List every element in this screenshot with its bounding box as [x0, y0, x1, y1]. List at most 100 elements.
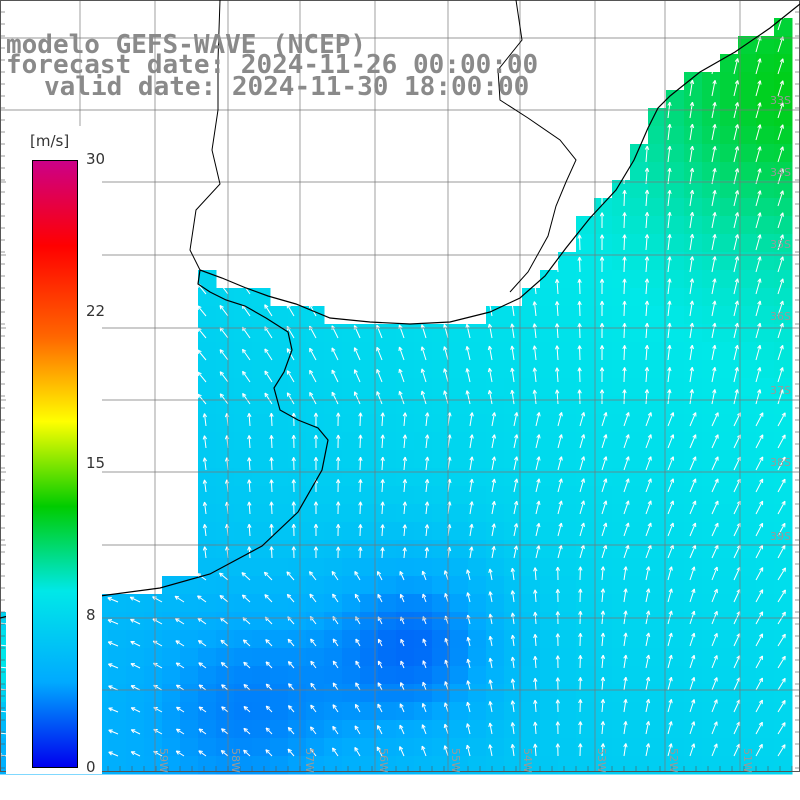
- wind-speed-cell: [234, 576, 253, 595]
- wind-speed-cell: [558, 414, 577, 433]
- wind-arrow: [689, 632, 696, 647]
- wind-arrow: [399, 593, 405, 603]
- wind-arrow: [291, 546, 296, 559]
- wind-arrow: [197, 595, 207, 603]
- wind-arrow: [269, 501, 274, 515]
- wind-arrow: [243, 706, 251, 713]
- wind-speed-cell: [270, 306, 289, 325]
- wind-speed-cell: [612, 378, 631, 397]
- wind-arrow: [219, 282, 229, 295]
- wind-speed-cell: [720, 666, 739, 685]
- wind-speed-cell: [414, 720, 433, 739]
- wind-speed-cell: [486, 738, 505, 757]
- wind-speed-cell: [270, 558, 289, 577]
- wind-speed-cell: [756, 36, 775, 55]
- wind-speed-cell: [342, 630, 361, 649]
- coastline: [0, 0, 800, 619]
- wind-arrow: [269, 523, 274, 537]
- wind-speed-cell: [612, 180, 631, 199]
- wind-speed-cell: [234, 450, 253, 469]
- wind-arrow: [469, 434, 474, 449]
- wind-arrow: [331, 347, 339, 361]
- wind-arrow: [491, 546, 496, 559]
- wind-speed-cell: [324, 378, 343, 397]
- wind-speed-cell: [396, 612, 415, 631]
- wind-speed-cell: [162, 720, 181, 739]
- wind-speed-cell: [738, 378, 757, 397]
- wind-speed-cell: [630, 324, 649, 343]
- wind-speed-cell: [522, 414, 541, 433]
- wind-arrow: [733, 168, 740, 185]
- wind-speed-cell: [612, 720, 631, 739]
- wind-arrow: [689, 743, 696, 757]
- wind-arrow: [376, 346, 383, 361]
- wind-arrow: [555, 345, 560, 361]
- wind-arrow: [755, 168, 762, 185]
- wind-speed-cell: [612, 252, 631, 271]
- wind-arrow: [689, 412, 697, 427]
- wind-speed-cell: [450, 576, 469, 595]
- wind-arrow: [555, 389, 560, 405]
- wind-speed-cell: [720, 306, 739, 325]
- wind-arrow: [555, 677, 560, 691]
- wind-speed-cell: [414, 612, 433, 631]
- wind-arrow: [601, 544, 608, 559]
- wind-speed-cell: [450, 522, 469, 541]
- wind-speed-cell: [558, 504, 577, 523]
- wind-arrow: [269, 546, 274, 559]
- wind-speed-cell: [306, 486, 325, 505]
- wind-speed-cell: [648, 468, 667, 487]
- wind-speed-cell: [648, 108, 667, 127]
- wind-arrow: [491, 434, 497, 449]
- wind-speed-cell: [576, 612, 595, 631]
- wind-arrow: [777, 300, 784, 317]
- wind-speed-cell: [630, 522, 649, 541]
- wind-speed-cell: [576, 378, 595, 397]
- wind-speed-cell: [504, 306, 523, 325]
- wind-speed-cell: [216, 288, 235, 307]
- wind-arrow: [777, 655, 786, 669]
- wind-speed-cell: [522, 468, 541, 487]
- wind-speed-cell: [594, 504, 613, 523]
- wind-arrow: [689, 211, 695, 229]
- wind-speed-cell: [252, 324, 271, 343]
- wind-speed-cell: [648, 144, 667, 163]
- wind-arrow: [733, 256, 740, 273]
- wind-arrow: [399, 570, 405, 581]
- wind-speed-cell: [306, 342, 325, 361]
- wind-speed-cell: [252, 576, 271, 595]
- wind-speed-cell: [702, 612, 721, 631]
- wind-speed-cell: [630, 720, 649, 739]
- wind-arrow: [197, 371, 207, 383]
- wind-speed-cell: [522, 684, 541, 703]
- wind-speed-cell: [684, 144, 703, 163]
- wind-arrow: [711, 212, 717, 229]
- wind-arrow: [622, 389, 627, 405]
- wind-speed-cell: [612, 576, 631, 595]
- wind-arrow: [622, 278, 627, 295]
- wind-speed-cell: [468, 540, 487, 559]
- wind-arrow: [623, 743, 628, 757]
- wind-speed-cell: [468, 486, 487, 505]
- wind-speed-cell: [468, 594, 487, 613]
- wind-arrow: [376, 391, 383, 405]
- wind-arrow: [247, 501, 252, 515]
- wind-speed-cell: [756, 414, 775, 433]
- wind-speed-cell: [540, 324, 559, 343]
- wind-speed-cell: [738, 666, 757, 685]
- wind-arrow: [175, 662, 185, 669]
- wind-arrow: [645, 743, 651, 757]
- wind-arrow: [644, 234, 650, 251]
- wind-arrow: [491, 501, 496, 515]
- wind-speed-cell: [684, 306, 703, 325]
- wind-arrow: [399, 724, 405, 735]
- wind-speed-cell: [738, 162, 757, 181]
- wind-speed-cell: [702, 720, 721, 739]
- wind-arrow: [488, 591, 493, 603]
- wind-speed-cell: [144, 720, 163, 739]
- wind-arrow: [755, 633, 764, 647]
- colorbar-tick-8: 8: [86, 606, 96, 624]
- wind-speed-cell: [540, 612, 559, 631]
- wind-speed-cell: [702, 756, 721, 775]
